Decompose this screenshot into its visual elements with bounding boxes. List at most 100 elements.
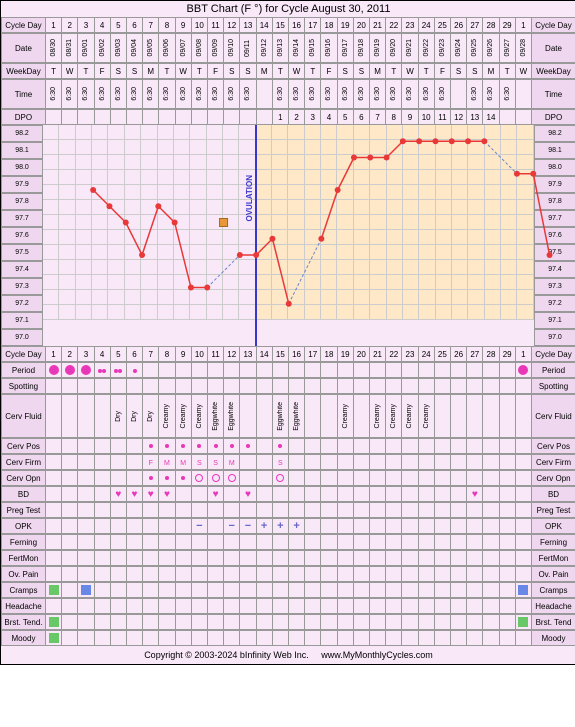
data-cell <box>305 583 321 598</box>
data-cell <box>337 551 353 566</box>
data-cell <box>159 567 175 582</box>
data-cell <box>256 455 272 470</box>
data-cell <box>256 395 272 438</box>
data-cell <box>288 567 304 582</box>
data-cell <box>272 567 288 582</box>
data-cell <box>288 503 304 518</box>
data-cell <box>175 615 191 630</box>
row-label: Ov. Pain <box>2 567 46 582</box>
data-cell <box>45 551 61 566</box>
heart-icon: ♥ <box>213 489 219 500</box>
data-cell: 6:30 <box>418 80 434 109</box>
data-cell: 9 <box>402 110 418 125</box>
data-cell <box>418 487 434 502</box>
cerv-pos-icon <box>181 444 185 448</box>
data-cell <box>143 379 159 394</box>
data-cell <box>159 503 175 518</box>
data-cell: 19 <box>337 347 353 362</box>
data-cell <box>418 503 434 518</box>
data-cell <box>191 631 207 646</box>
temp-scale-label: 98.0 <box>534 159 575 176</box>
data-cell <box>240 439 256 454</box>
data-cell: 09/04 <box>126 34 142 63</box>
period-icon <box>81 365 91 375</box>
copyright-text: Copyright © 2003-2024 bInfinity Web Inc. <box>144 650 309 660</box>
data-cell <box>434 395 450 438</box>
data-cell: 09/16 <box>321 34 337 63</box>
data-cell <box>386 363 402 378</box>
opk-negative-icon: − <box>245 520 251 532</box>
data-cell: 1 <box>272 110 288 125</box>
data-cell <box>450 615 466 630</box>
data-cell: ♥ <box>467 487 483 502</box>
data-cell <box>256 535 272 550</box>
data-cell <box>78 487 94 502</box>
data-cell <box>483 551 499 566</box>
data-cell <box>434 519 450 534</box>
data-cell <box>45 583 61 598</box>
data-cell <box>78 503 94 518</box>
data-cell: 13 <box>240 347 256 362</box>
data-cell: 20 <box>353 18 369 33</box>
data-cell <box>353 615 369 630</box>
temp-scale-label: 97.3 <box>1 278 43 295</box>
data-cell: 1 <box>515 18 531 33</box>
heart-icon: ♥ <box>132 489 138 500</box>
data-cell: ♥ <box>240 487 256 502</box>
data-cell: T <box>45 64 61 79</box>
data-cell <box>450 583 466 598</box>
data-cell: W <box>515 64 531 79</box>
data-cell <box>272 551 288 566</box>
data-cell <box>418 379 434 394</box>
data-cell <box>191 379 207 394</box>
data-cell <box>126 551 142 566</box>
data-cell <box>159 631 175 646</box>
data-cell <box>305 551 321 566</box>
data-cell <box>305 487 321 502</box>
data-cell: 16 <box>288 347 304 362</box>
data-cell <box>256 503 272 518</box>
data-cell <box>499 363 515 378</box>
data-cell <box>450 395 466 438</box>
data-cell <box>207 110 223 125</box>
data-cell <box>256 551 272 566</box>
data-cell <box>110 535 126 550</box>
data-cell: 1 <box>515 347 531 362</box>
data-cell <box>143 583 159 598</box>
data-cell: 6:30 <box>207 80 223 109</box>
data-cell <box>224 379 240 394</box>
data-cell: Eggwhite <box>207 395 223 438</box>
data-cell <box>159 439 175 454</box>
data-cell: 09/11 <box>240 34 256 63</box>
data-cell <box>305 599 321 614</box>
data-cell: W <box>175 64 191 79</box>
data-cell: S <box>353 64 369 79</box>
data-cell <box>175 535 191 550</box>
data-cell: 9 <box>175 18 191 33</box>
data-cell <box>483 503 499 518</box>
data-cell: 4 <box>321 110 337 125</box>
data-cell <box>515 519 531 534</box>
data-cell <box>450 455 466 470</box>
data-cell <box>288 535 304 550</box>
data-cell <box>78 439 94 454</box>
data-cell <box>369 583 385 598</box>
row-label: Cycle Day <box>2 18 46 33</box>
data-cell <box>175 379 191 394</box>
data-cell <box>78 535 94 550</box>
data-cell <box>321 535 337 550</box>
data-cell: 8 <box>386 110 402 125</box>
data-cell: 6:30 <box>272 80 288 109</box>
data-cell <box>386 615 402 630</box>
data-cell: 22 <box>386 18 402 33</box>
data-cell <box>337 363 353 378</box>
data-cell <box>94 599 110 614</box>
data-cell <box>175 439 191 454</box>
data-cell <box>126 599 142 614</box>
data-cell: S <box>110 64 126 79</box>
data-cell <box>434 599 450 614</box>
data-cell: 23 <box>402 18 418 33</box>
data-cell <box>418 439 434 454</box>
data-cell <box>418 615 434 630</box>
data-cell: T <box>386 64 402 79</box>
